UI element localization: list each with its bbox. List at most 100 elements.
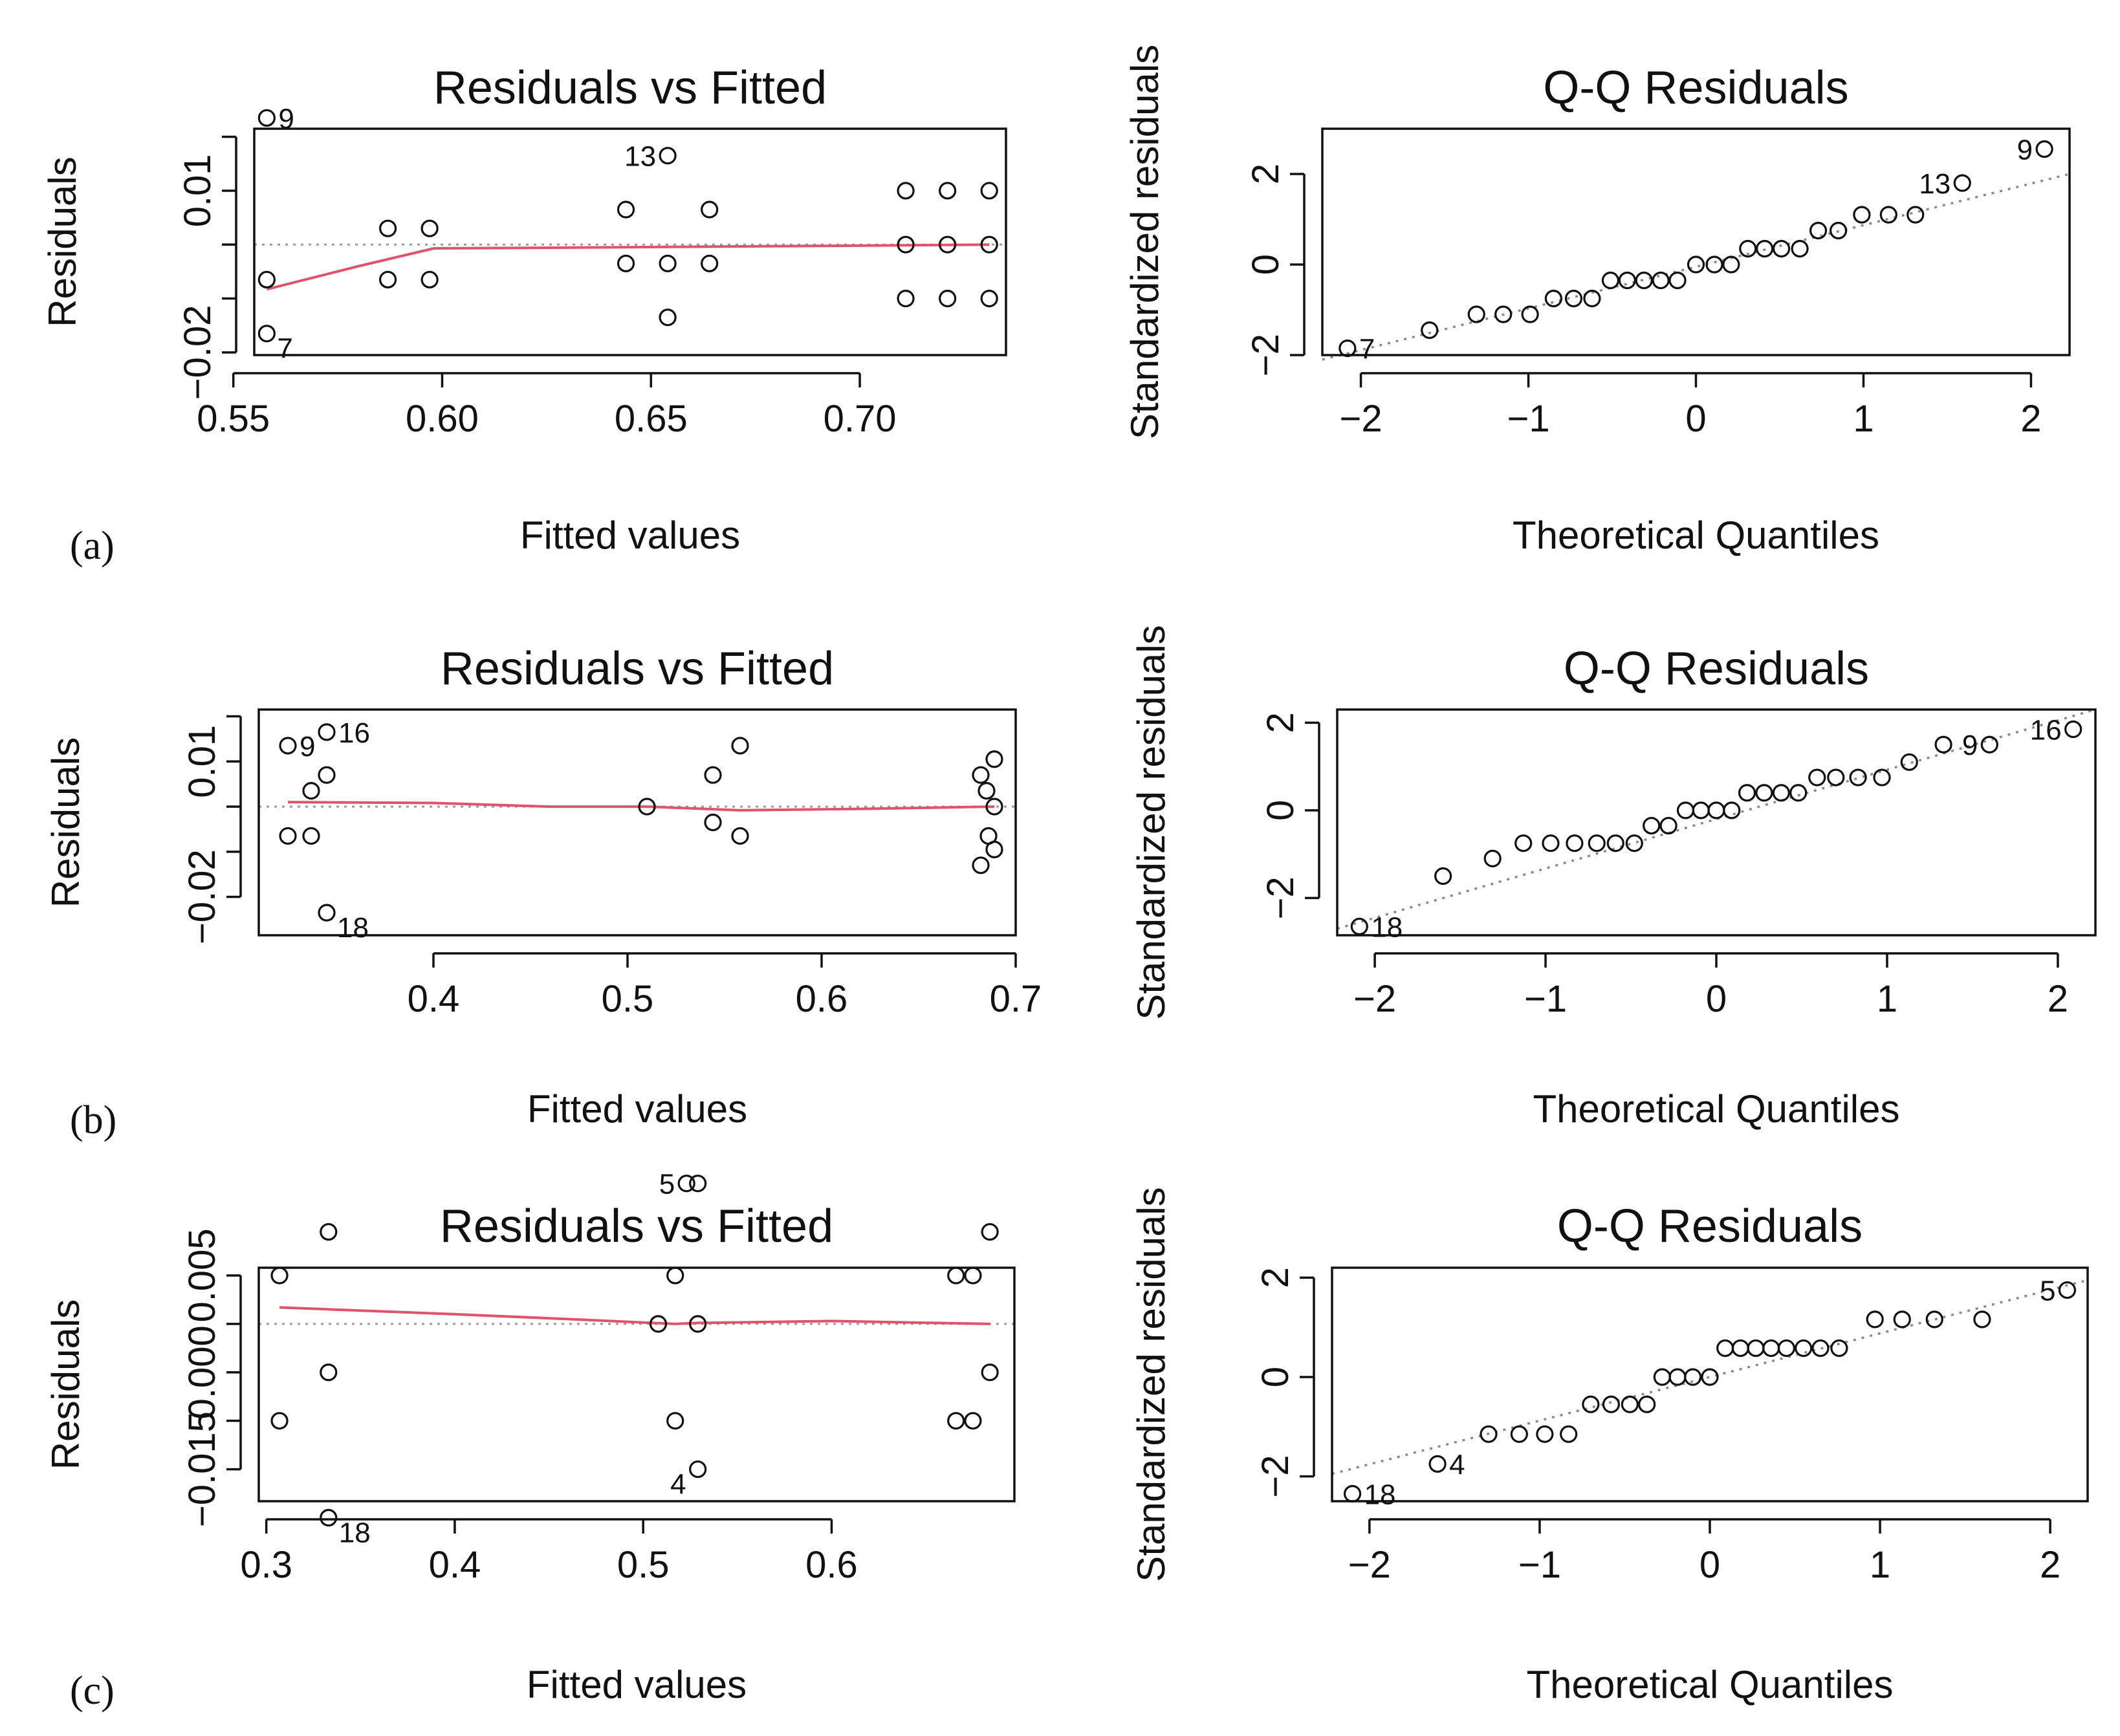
y-tick-label: 2 — [1260, 712, 1302, 733]
data-point — [1722, 255, 1740, 274]
data-point — [302, 827, 320, 845]
data-point — [1583, 289, 1601, 308]
data-point — [318, 723, 336, 741]
data-point — [1544, 289, 1562, 308]
data-point — [939, 289, 957, 308]
data-point — [1701, 1368, 1719, 1386]
x-tick-label: 2 — [2040, 1544, 2060, 1586]
data-point — [1777, 1339, 1795, 1358]
data-point — [318, 904, 336, 922]
x-tick-label: 1 — [1870, 1544, 1890, 1586]
y-tick-label: −0.015 — [181, 1411, 223, 1527]
data-point — [1809, 221, 1828, 240]
x-axis-label: Fitted values — [527, 1087, 747, 1131]
data-point — [985, 840, 1003, 858]
data-point — [320, 1222, 338, 1241]
y-tick-label: −0.02 — [177, 305, 219, 400]
point-label: 7 — [1359, 334, 1375, 365]
data-point — [1907, 206, 1925, 224]
point-label: 9 — [278, 103, 294, 135]
data-point — [279, 737, 297, 755]
data-point — [980, 182, 998, 200]
smoother-line — [287, 801, 995, 812]
data-point — [947, 1412, 965, 1430]
data-point — [1582, 1395, 1600, 1413]
data-point — [972, 856, 990, 874]
data-point — [985, 750, 1003, 768]
data-point — [617, 254, 635, 272]
y-axis-label: Standardized residuals — [1130, 1187, 1173, 1581]
point-label: 16 — [2030, 714, 2062, 746]
data-point — [659, 254, 677, 272]
data-point — [704, 766, 722, 784]
chart-title: Q-Q Residuals — [1557, 1200, 1863, 1252]
y-tick-label: −2 — [1245, 334, 1287, 376]
data-point — [257, 325, 276, 343]
data-point — [318, 766, 336, 784]
chart-title: Residuals vs Fitted — [441, 643, 834, 695]
data-point — [981, 1363, 999, 1382]
data-point — [1621, 1395, 1639, 1413]
data-point — [1866, 1310, 1884, 1329]
data-point — [320, 1508, 338, 1527]
data-point — [701, 201, 719, 219]
data-point — [378, 270, 397, 288]
data-point — [1606, 834, 1624, 852]
data-point — [980, 289, 998, 308]
data-point — [939, 182, 957, 200]
x-tick-label: −2 — [1348, 1544, 1391, 1586]
x-axis-label: Theoretical Quantiles — [1533, 1087, 1900, 1131]
point-label: 13 — [1919, 168, 1951, 200]
data-point — [1483, 849, 1502, 868]
data-point — [1789, 784, 1808, 802]
qq-reference-line — [1337, 708, 2096, 930]
point-label: 18 — [339, 1517, 371, 1548]
data-point — [1421, 321, 1439, 340]
y-tick-label: 0.01 — [177, 154, 219, 227]
y-tick-label: 0 — [1260, 800, 1302, 821]
data-point — [617, 201, 635, 219]
x-tick-label: 2 — [2048, 978, 2068, 1020]
data-point — [666, 1412, 684, 1430]
chart-title: Residuals vs Fitted — [440, 1200, 833, 1252]
y-axis-label: Standardized residuals — [1130, 625, 1173, 1019]
x-tick-label: 0 — [1706, 978, 1727, 1020]
y-tick-label: 0 — [1245, 254, 1287, 275]
y-tick-label: 0 — [1254, 1367, 1296, 1387]
data-point — [2064, 720, 2082, 739]
data-point — [1510, 1425, 1528, 1443]
data-point — [421, 270, 439, 288]
data-point — [2035, 140, 2053, 158]
data-point — [302, 782, 320, 800]
data-point — [1652, 271, 1670, 290]
data-point — [677, 1175, 695, 1193]
y-tick-label: 2 — [1254, 1267, 1296, 1288]
data-point — [964, 1412, 982, 1430]
y-axis-label: Residuals — [44, 737, 87, 907]
data-point — [320, 1363, 338, 1382]
data-point — [1849, 768, 1867, 787]
chart-title: Residuals vs Fitted — [433, 62, 827, 114]
data-point — [1791, 239, 1809, 258]
point-label: 16 — [338, 717, 370, 749]
data-point — [1900, 753, 1918, 771]
data-point — [257, 270, 276, 288]
data-point — [1953, 174, 1971, 192]
data-point — [981, 1222, 999, 1241]
plot-frame — [257, 1266, 1016, 1503]
x-tick-label: 2 — [2020, 398, 2041, 440]
x-tick-label: 1 — [1877, 978, 1897, 1020]
x-tick-label: 0.55 — [197, 398, 270, 440]
data-point — [1521, 305, 1539, 323]
data-point — [897, 289, 915, 308]
point-label: 18 — [1364, 1479, 1396, 1510]
data-point — [1873, 768, 1891, 787]
x-tick-label: −1 — [1507, 398, 1549, 440]
x-tick-label: −2 — [1339, 398, 1382, 440]
data-point — [731, 827, 749, 845]
plot-frame — [1321, 127, 2071, 356]
data-point — [985, 797, 1003, 816]
y-axis-label: Residuals — [41, 157, 84, 327]
panel-label-c: (c) — [70, 1669, 115, 1713]
data-point — [1566, 834, 1584, 852]
